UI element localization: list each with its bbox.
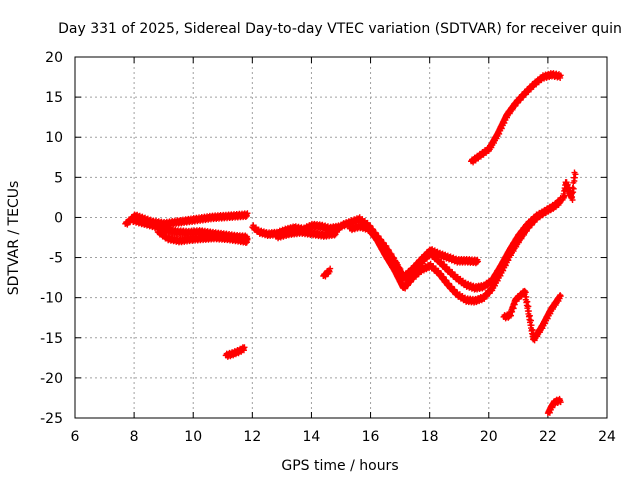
x-tick-label: 8 — [130, 429, 139, 445]
series-trace-g — [222, 344, 248, 360]
y-tick-label: 5 — [54, 170, 63, 186]
x-tick-label: 22 — [539, 429, 557, 445]
y-tick-label: 0 — [54, 210, 63, 226]
x-tick-label: 14 — [303, 429, 321, 445]
data-point — [244, 236, 251, 243]
y-tick-label: -20 — [40, 371, 63, 387]
x-tick-label: 24 — [598, 429, 616, 445]
y-axis-label: SDTVAR / TECUs — [6, 181, 22, 296]
chart-title: Day 331 of 2025, Sidereal Day-to-day VTE… — [58, 21, 622, 37]
series-trace-e — [272, 227, 340, 242]
grid-lines — [75, 57, 607, 418]
series-trace-i — [346, 197, 564, 306]
y-tick-label: -10 — [40, 291, 63, 307]
data-points — [122, 70, 579, 417]
x-tick-label: 12 — [243, 429, 261, 445]
series-trace-l — [500, 287, 564, 344]
y-tick-labels: 20 15 10 5 0 -5 -10 -15 -20 -25 — [40, 50, 63, 427]
data-point — [240, 345, 247, 352]
data-point — [244, 210, 251, 217]
series-trace-c — [154, 227, 251, 247]
series-trace-j — [391, 246, 481, 282]
x-tick-labels: 6 8 10 12 14 16 18 20 22 24 — [71, 429, 616, 445]
x-axis-label: GPS time / hours — [281, 458, 398, 474]
y-tick-label: 20 — [45, 50, 63, 66]
series-trace-n — [559, 169, 579, 203]
y-tick-label: 15 — [45, 90, 63, 106]
plot-frame — [74, 56, 608, 419]
y-tick-label: -15 — [40, 331, 63, 347]
x-tick-label: 18 — [421, 429, 439, 445]
x-tick-label: 20 — [480, 429, 498, 445]
x-tick-label: 10 — [184, 429, 202, 445]
y-tick-label: 10 — [45, 130, 63, 146]
series-trace-f — [320, 265, 334, 280]
x-tick-label: 6 — [71, 429, 80, 445]
data-point — [241, 344, 248, 351]
y-tick-label: -25 — [40, 411, 63, 427]
y-tick-label: -5 — [49, 251, 63, 267]
series-trace-k — [468, 70, 564, 166]
axis-ticks — [74, 56, 608, 419]
x-tick-label: 16 — [362, 429, 380, 445]
data-point — [327, 265, 334, 272]
